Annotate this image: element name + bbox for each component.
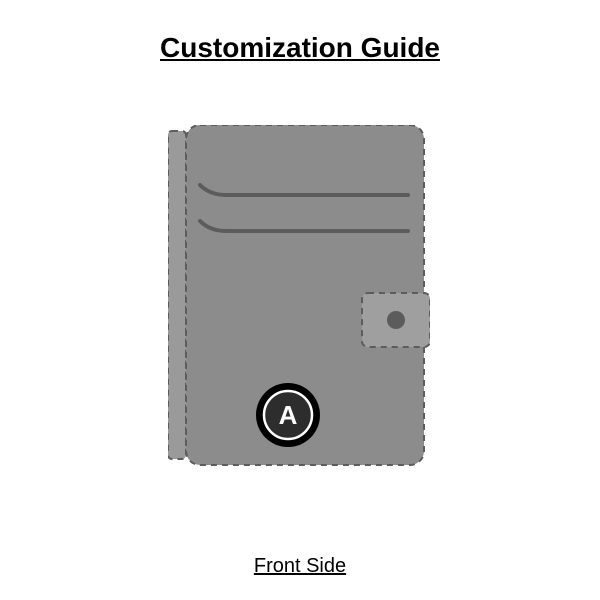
clasp-snap-icon	[387, 311, 405, 329]
marker-a-label: A	[279, 400, 298, 430]
page-title: Customization Guide	[0, 32, 600, 64]
wallet-spine	[168, 131, 186, 459]
caption-label: Front Side	[0, 555, 600, 578]
wallet-diagram: A	[168, 125, 430, 485]
marker-a: A	[256, 383, 320, 447]
